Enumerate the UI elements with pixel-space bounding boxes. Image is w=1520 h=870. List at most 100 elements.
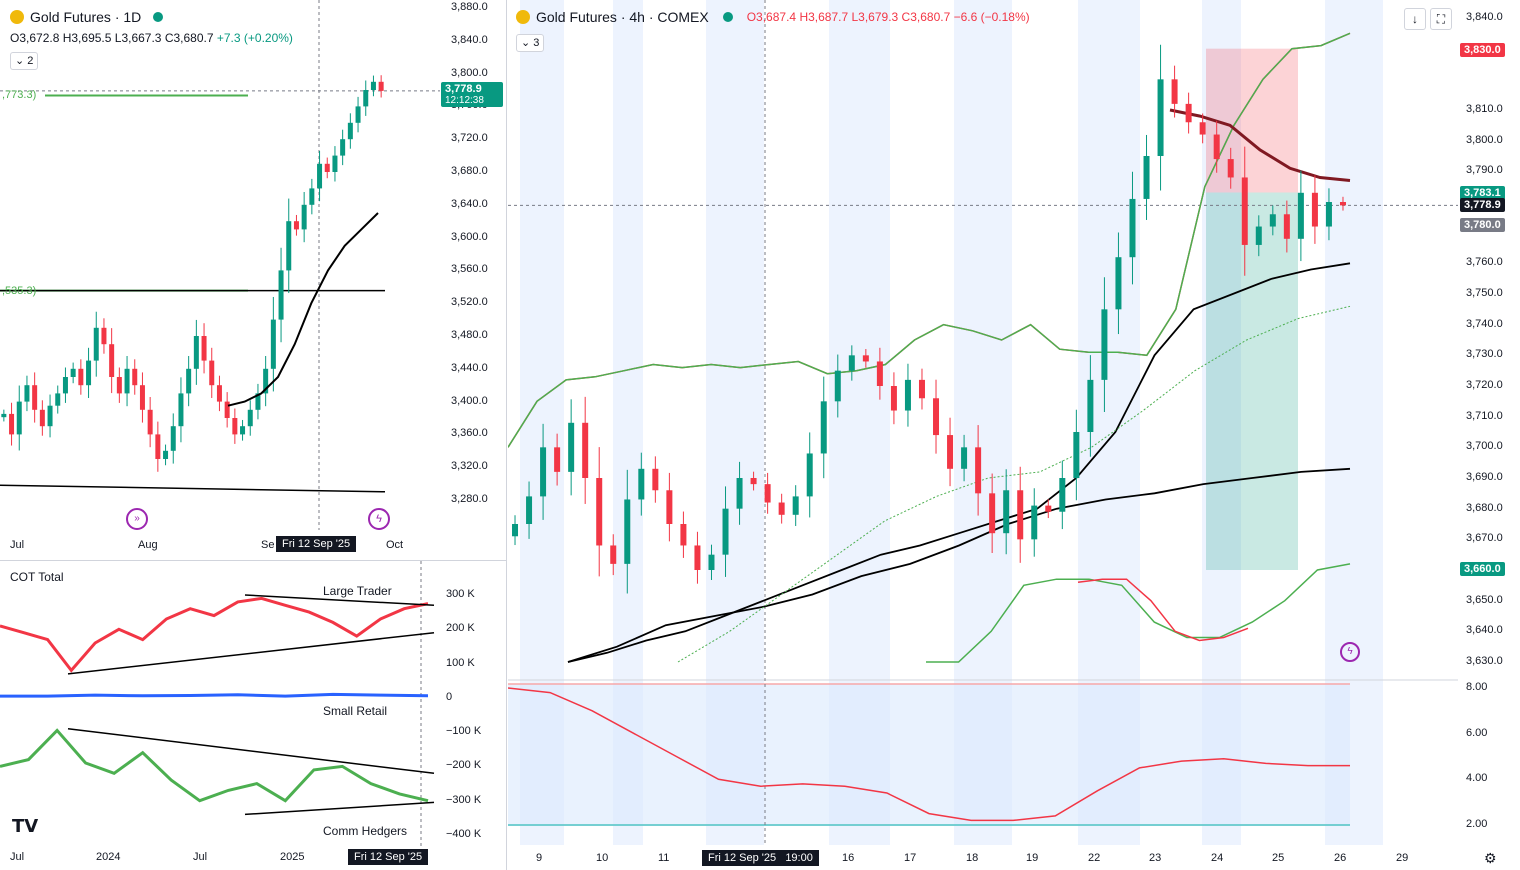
axis-tick-label: 3,840.0 — [451, 33, 488, 46]
alert-bolt-icon[interactable]: ϟ — [1340, 642, 1360, 662]
axis-tick-label: 26 — [1334, 852, 1347, 864]
candle-body — [340, 139, 346, 156]
candle-body — [638, 468, 645, 500]
daily-legend: Gold Futures · 1D — [10, 9, 164, 25]
axis-tick-label: 3,730.0 — [1466, 348, 1503, 361]
slow-ma — [567, 262, 1351, 663]
axis-tick-label: 3,440.0 — [451, 361, 488, 374]
intraday-chart-canvas[interactable] — [508, 0, 1520, 870]
intraday-chart-title[interactable]: Gold Futures · 4h · COMEX — [536, 9, 709, 25]
candle-body — [232, 418, 238, 435]
cot-cursor-date: Fri 12 Sep '25 — [348, 849, 429, 865]
candle-body — [834, 370, 841, 402]
axis-tick-label: 19 — [1026, 852, 1039, 864]
candle-body — [286, 221, 292, 271]
candle-body — [109, 344, 115, 377]
candle-body — [332, 155, 338, 172]
cot-title[interactable]: COT Total — [10, 570, 64, 584]
intraday-low: L3,679.3 — [851, 10, 899, 24]
axis-tick-label: 3,680.0 — [451, 165, 488, 177]
gold-symbol-icon — [10, 10, 24, 24]
daily-chart-canvas[interactable] — [0, 0, 506, 560]
intraday-change: −6.6 (−0.18%) — [953, 10, 1030, 24]
candle-body — [820, 401, 827, 454]
axis-tick-label: 17 — [904, 852, 917, 864]
intraday-open: O3,687.4 — [746, 10, 797, 24]
candle-body — [1129, 198, 1136, 258]
candle-body — [1003, 490, 1010, 534]
candle-body — [263, 368, 269, 394]
candle-body — [1073, 432, 1080, 478]
axis-tick-label: 3,840.0 — [1466, 11, 1503, 23]
intraday-indicators-toggle[interactable]: ⌄ 3 — [516, 34, 545, 52]
daily-countdown: 12:12:38 — [445, 95, 484, 106]
axis-tick-label: 3,640.0 — [1466, 624, 1503, 637]
candle-body — [890, 386, 897, 411]
candle-body — [9, 413, 15, 435]
candle-body — [933, 398, 940, 436]
candle-body — [47, 405, 53, 427]
daily-indicators-toggle[interactable]: ⌄ 2 — [10, 52, 39, 70]
axis-tick-label: 3,640.0 — [451, 197, 488, 210]
intraday-cursor-time: 19:00 — [785, 852, 813, 864]
axis-tick-label: 3,600.0 — [451, 230, 488, 243]
candle-body — [193, 336, 199, 369]
candle-body — [201, 336, 207, 361]
axis-tick-label: −300 K — [446, 793, 482, 806]
daily-ohlc: O3,672.8 H3,695.5 L3,667.3 C3,680.7 +7.3… — [10, 31, 293, 45]
daily-last-price-badge: 3,778.9 12:12:38 — [441, 82, 503, 107]
axis-tick-label: 200 K — [446, 622, 475, 635]
axis-tick-label: 23 — [1149, 852, 1162, 864]
candle-body — [680, 524, 687, 546]
envelope-lower-red — [1077, 578, 1249, 642]
settings-gear-icon[interactable]: ⚙ — [1484, 850, 1497, 866]
daily-change: +7.3 (+0.20%) — [216, 31, 293, 45]
axis-tick-label: 3,760.0 — [1466, 256, 1503, 269]
cot-chart-canvas[interactable] — [0, 561, 506, 870]
intraday-legend: Gold Futures · 4h · COMEX O3,687.4 H3,68… — [516, 9, 1030, 25]
fullscreen-icon[interactable]: ⛶ — [1430, 8, 1452, 30]
candle-body — [301, 204, 307, 230]
axis-tick-label: 29 — [1396, 852, 1409, 864]
axis-tick-label: 18 — [966, 852, 979, 864]
axis-tick-label: 0 — [446, 690, 453, 703]
intraday-chart-panel[interactable]: Gold Futures · 4h · COMEX O3,687.4 H3,68… — [508, 0, 1520, 870]
tradingview-logo-icon[interactable]: TV — [12, 816, 39, 837]
candle-body — [1157, 79, 1164, 156]
daily-high: H3,695.5 — [62, 31, 112, 45]
daily-chart-panel[interactable]: Gold Futures · 1D O3,672.8 H3,695.5 L3,6… — [0, 0, 507, 561]
entry-price-badge: 3,780.0 — [1460, 218, 1505, 232]
intraday-close: C3,680.7 — [901, 10, 951, 24]
candle-body — [848, 355, 855, 371]
cot-trendline — [67, 631, 435, 675]
daily-chart-title[interactable]: Gold Futures · 1D — [30, 9, 142, 25]
candle-body — [293, 221, 299, 230]
candle-body — [1213, 134, 1220, 160]
replay-icon[interactable]: » — [126, 508, 148, 530]
cot-series-line — [0, 728, 429, 803]
candle-body — [378, 81, 384, 91]
axis-tick-label: 3,650.0 — [1466, 593, 1503, 606]
candle-body — [512, 524, 519, 537]
candle-body — [764, 484, 771, 503]
alert-bolt-icon[interactable]: ϟ — [368, 508, 390, 530]
candle-body — [778, 502, 785, 515]
candle-body — [1339, 202, 1346, 206]
candle-body — [1115, 257, 1122, 310]
candle-body — [62, 377, 68, 394]
intraday-indicator-count: 3 — [533, 37, 540, 49]
cot-trendline — [244, 801, 435, 816]
candle-body — [1227, 159, 1234, 178]
candle-body — [70, 368, 76, 377]
download-icon[interactable]: ↓ — [1404, 8, 1426, 30]
cot-panel[interactable]: COT Total Large Trader Small Retail Comm… — [0, 561, 507, 870]
level-label-upper: ,773.3) — [2, 89, 37, 101]
oscillator-zone — [508, 684, 1350, 826]
candle-body — [270, 319, 276, 369]
candle-body — [540, 447, 547, 497]
candle-body — [904, 379, 911, 411]
candle-body — [652, 468, 659, 491]
daily-cursor-date: Fri 12 Sep '25 — [276, 536, 357, 552]
axis-tick-label: Jul — [10, 851, 25, 863]
candle-body — [247, 409, 253, 427]
